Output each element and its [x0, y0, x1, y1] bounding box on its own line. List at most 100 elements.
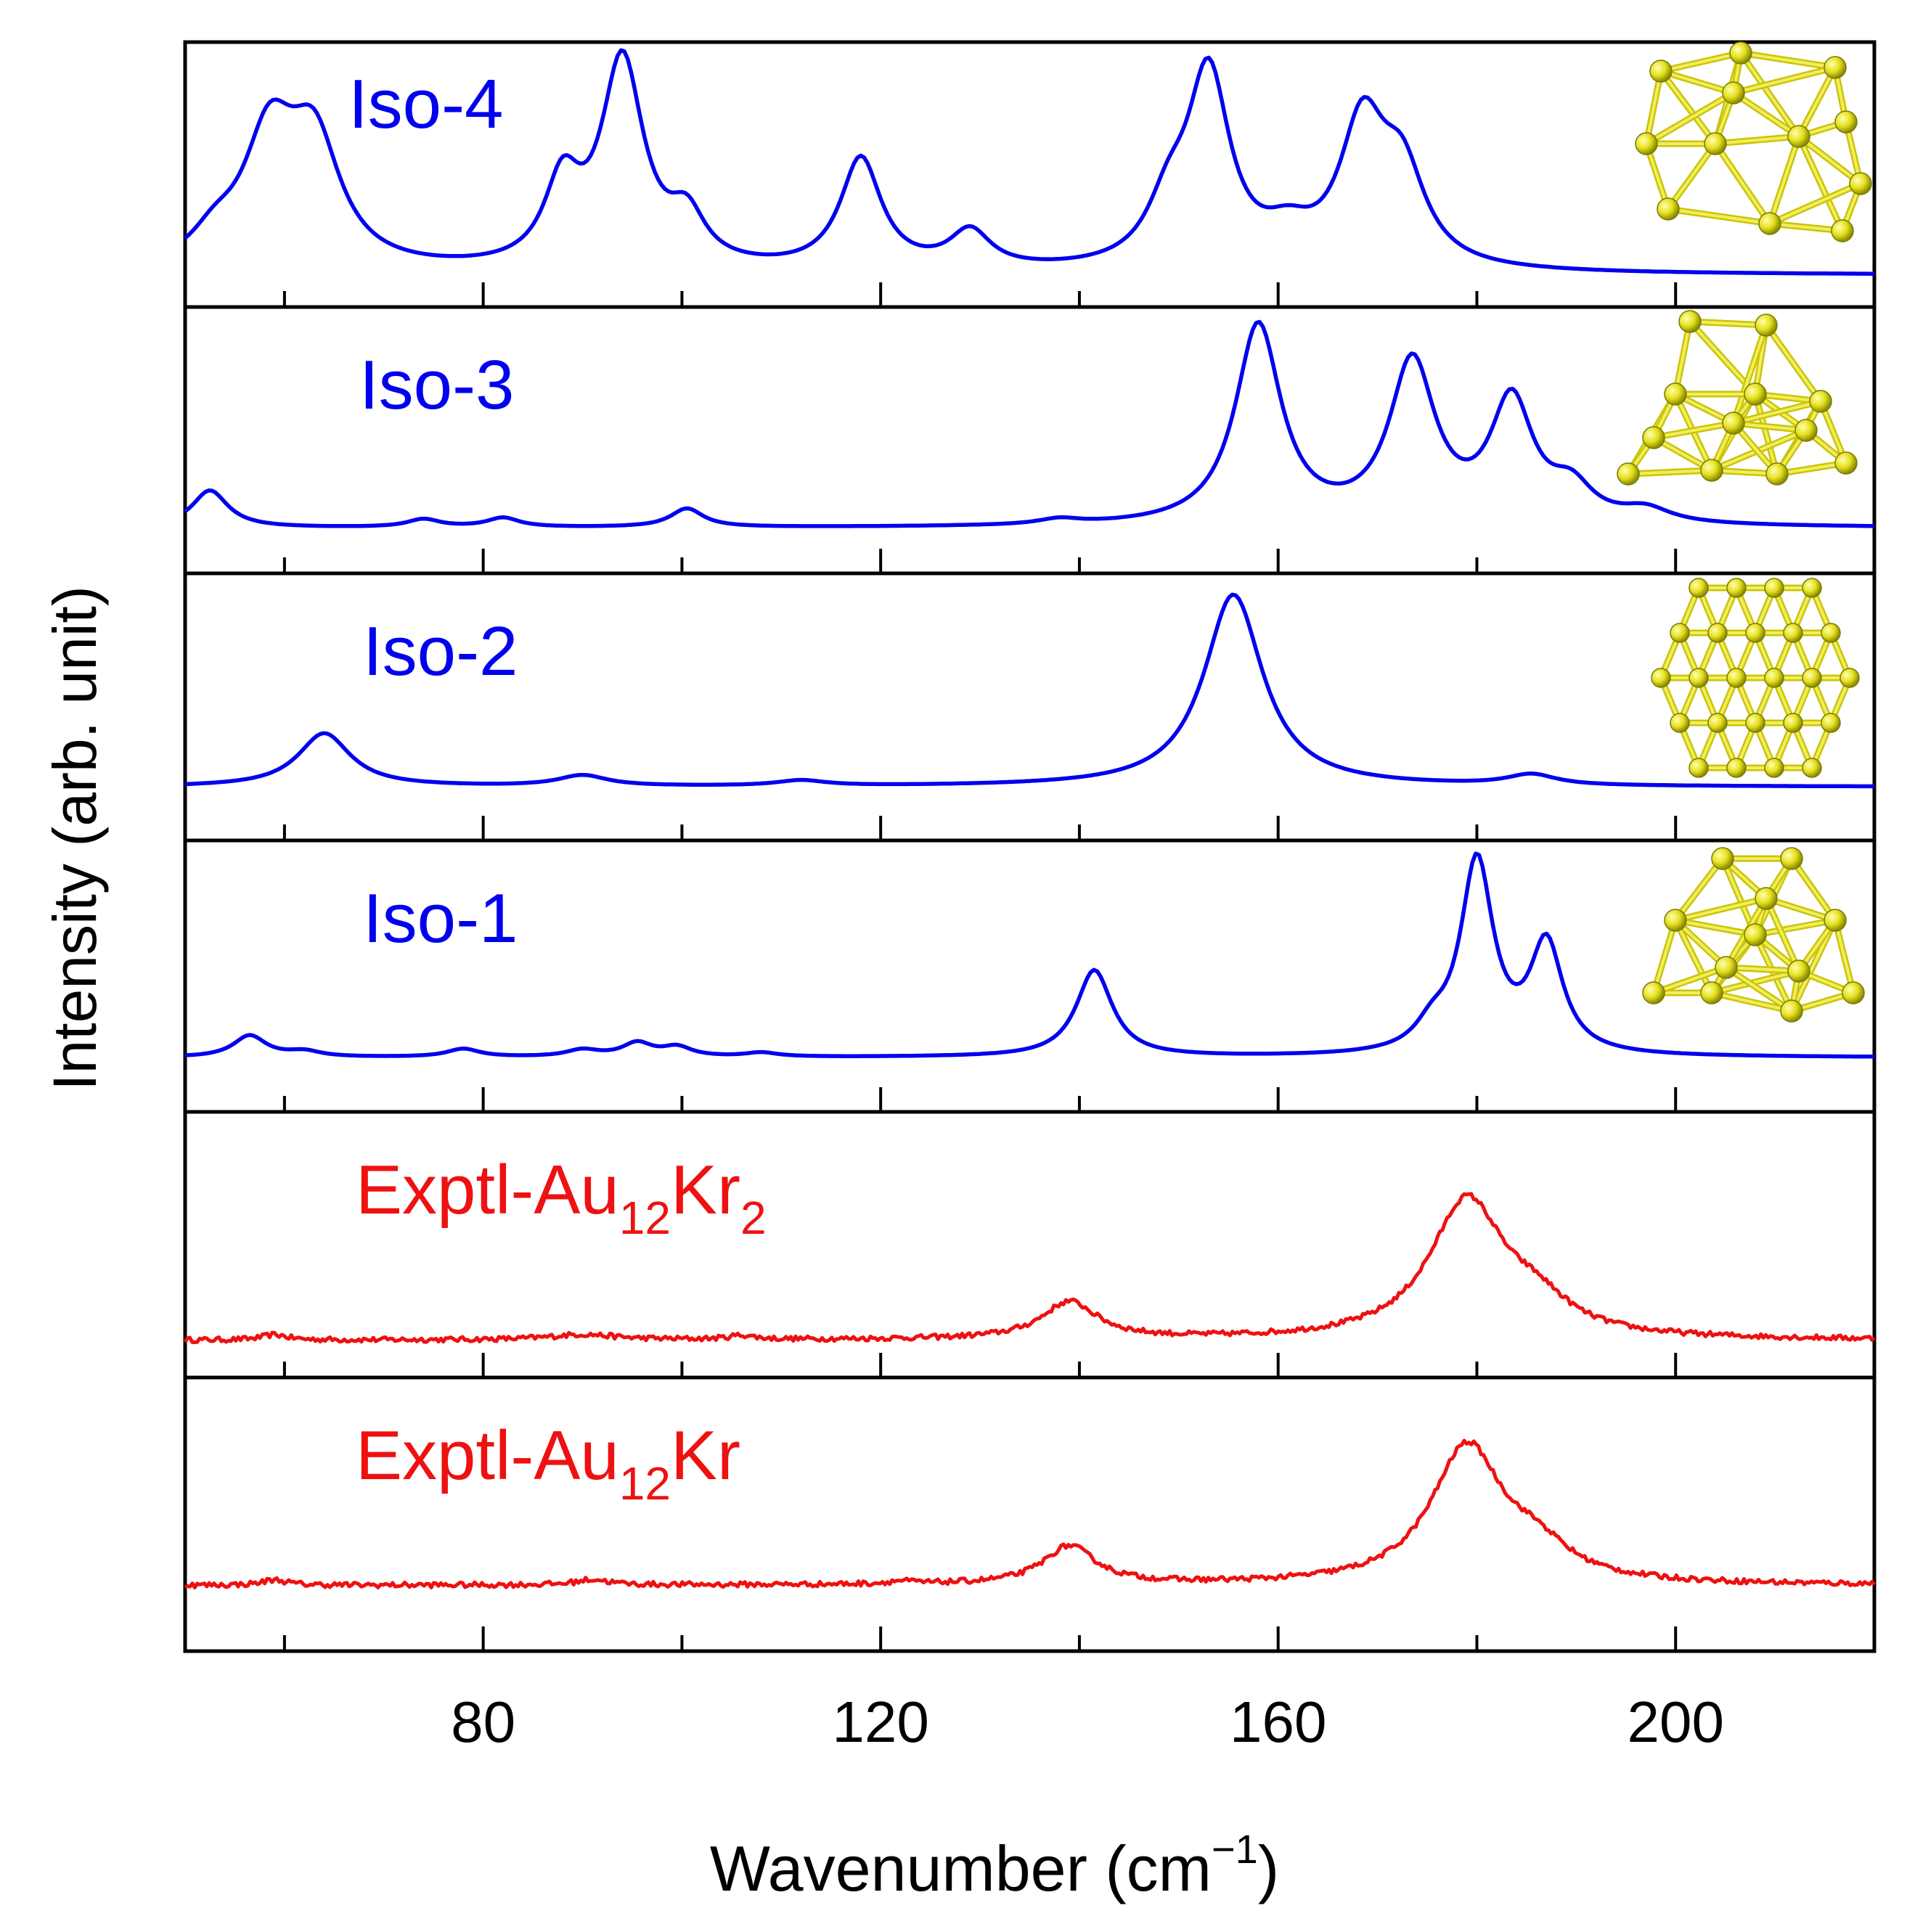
cluster-atom — [1849, 172, 1872, 195]
cluster-atom — [1688, 758, 1709, 778]
cluster-atom — [1821, 713, 1841, 733]
au12-cluster-isomer-4-icon — [1635, 41, 1872, 242]
cluster-atom — [1764, 668, 1784, 688]
cluster-bond-highlight — [1732, 400, 1822, 425]
cluster-atom — [1831, 219, 1854, 242]
x-axis-label-exponent: −1 — [1212, 1826, 1258, 1872]
cluster-atom — [1707, 713, 1728, 733]
cluster-atom — [1722, 81, 1745, 105]
panel-iso-1: Iso-1 — [183, 838, 1877, 1114]
series-label: Exptl-Au12Kr — [356, 1417, 740, 1510]
cluster-atom — [1707, 623, 1728, 643]
cluster-bond-highlight — [1674, 919, 1757, 936]
cluster-atom — [1745, 623, 1765, 643]
cluster-bond-highlight — [1659, 52, 1742, 73]
cluster-atom — [1657, 197, 1680, 221]
cluster-atom — [1649, 60, 1673, 83]
series-line-iso-3 — [184, 319, 1875, 528]
series-label-subscript: 2 — [740, 1192, 767, 1244]
cluster-bond-highlight — [1765, 897, 1837, 922]
cluster-atom — [1783, 713, 1803, 733]
x-axis-label: Wavenumber (cm−1) — [710, 1826, 1279, 1904]
cluster-atom — [1802, 758, 1822, 778]
cluster-bond-highlight — [1652, 919, 1677, 994]
cluster-atom — [1729, 41, 1752, 65]
cluster-atom — [1670, 713, 1690, 733]
au12-cluster-isomer-1-icon — [1642, 847, 1865, 1023]
panel-ticks — [282, 1353, 1678, 1378]
panel-iso-3: Iso-3 — [183, 305, 1877, 576]
cluster-atom — [1642, 426, 1665, 449]
cluster-atom — [1802, 668, 1822, 688]
cluster-bond-highlight — [1776, 462, 1847, 475]
cluster-atom — [1651, 668, 1671, 688]
cluster-atom — [1722, 412, 1745, 435]
cluster-atom — [1726, 578, 1747, 598]
cluster-atom — [1688, 668, 1709, 688]
panel-ticks — [282, 282, 1678, 307]
series-label-mid: Kr — [671, 1151, 740, 1229]
cluster-atom — [1842, 981, 1865, 1004]
cluster-atom — [1802, 578, 1822, 598]
series-label: Iso-2 — [363, 613, 518, 690]
series-line-iso-4 — [184, 48, 1874, 276]
series-label-main: Exptl-Au — [356, 1417, 619, 1494]
cluster-bond-highlight — [1674, 320, 1691, 396]
au12-cluster-isomer-3-icon — [1617, 310, 1858, 486]
cluster-atom — [1726, 758, 1747, 778]
x-tick-label: 200 — [1627, 1690, 1723, 1754]
cluster-bond-highlight — [1652, 966, 1728, 994]
cluster-atom — [1821, 623, 1841, 643]
series-label-mid: Kr — [671, 1417, 740, 1494]
cluster-bond-highlight — [1732, 91, 1800, 138]
cluster-bond-highlight — [1667, 208, 1771, 225]
cluster-bond-highlight — [1645, 142, 1670, 210]
cluster-atom — [1794, 419, 1818, 442]
x-axis-label-close: ) — [1258, 1833, 1279, 1904]
cluster-bond-highlight — [1768, 182, 1862, 225]
cluster-bond-highlight — [1667, 142, 1717, 210]
panel-ticks — [282, 549, 1678, 573]
cluster-bond-highlight — [1768, 135, 1800, 225]
panel-ticks — [282, 1626, 1678, 1651]
series-line-exptl-au12kr2 — [183, 1192, 1876, 1344]
x-tick-label: 120 — [832, 1690, 928, 1754]
cluster-bond-highlight — [1710, 970, 1800, 994]
cluster-bond-highlight — [1765, 897, 1800, 973]
x-tick-label: 160 — [1230, 1690, 1326, 1754]
cluster-atom — [1744, 382, 1767, 406]
x-axis: 80 120 160 200 — [451, 1690, 1724, 1754]
cluster-bond-highlight — [1725, 966, 1800, 973]
cluster-atom — [1670, 623, 1690, 643]
cluster-atom — [1809, 390, 1832, 413]
cluster-atom — [1688, 578, 1709, 598]
cluster-bond-highlight — [1714, 135, 1800, 145]
cluster-atom — [1780, 999, 1803, 1023]
cluster-atom — [1700, 459, 1723, 482]
cluster-bond-highlight — [1674, 897, 1768, 922]
cluster-bond-highlight — [1725, 966, 1793, 1012]
series-line-iso-2 — [184, 592, 1874, 789]
cluster-atom — [1755, 314, 1778, 337]
cluster-atom — [1700, 981, 1723, 1004]
cluster-atom — [1787, 959, 1810, 983]
cluster-atom — [1678, 310, 1702, 333]
cluster-atom — [1764, 578, 1784, 598]
cluster-bond-highlight — [1732, 422, 1808, 432]
panel-ticks — [282, 816, 1678, 840]
series-line-exptl-au12kr — [184, 1438, 1876, 1589]
panel-frame — [183, 1375, 1877, 1653]
cluster-bond-highlight — [1659, 70, 1735, 94]
cluster-atom — [1780, 847, 1803, 870]
cluster-atom — [1839, 668, 1860, 688]
series-label-main: Exptl-Au — [356, 1151, 619, 1229]
cluster-bond-highlight — [1652, 422, 1735, 439]
panel-iso-2: Iso-2 — [183, 571, 1877, 843]
cluster-bond-highlight — [1790, 857, 1837, 922]
series-label: Iso-3 — [359, 346, 514, 424]
plot-panels: Iso-4Iso-3Iso-2Iso-1Exptl-Au12Kr2Exptl-A… — [183, 40, 1877, 1653]
x-axis-label-text: Wavenumber (cm — [710, 1833, 1212, 1904]
cluster-atom — [1758, 212, 1781, 235]
x-tick-label: 80 — [451, 1690, 515, 1754]
